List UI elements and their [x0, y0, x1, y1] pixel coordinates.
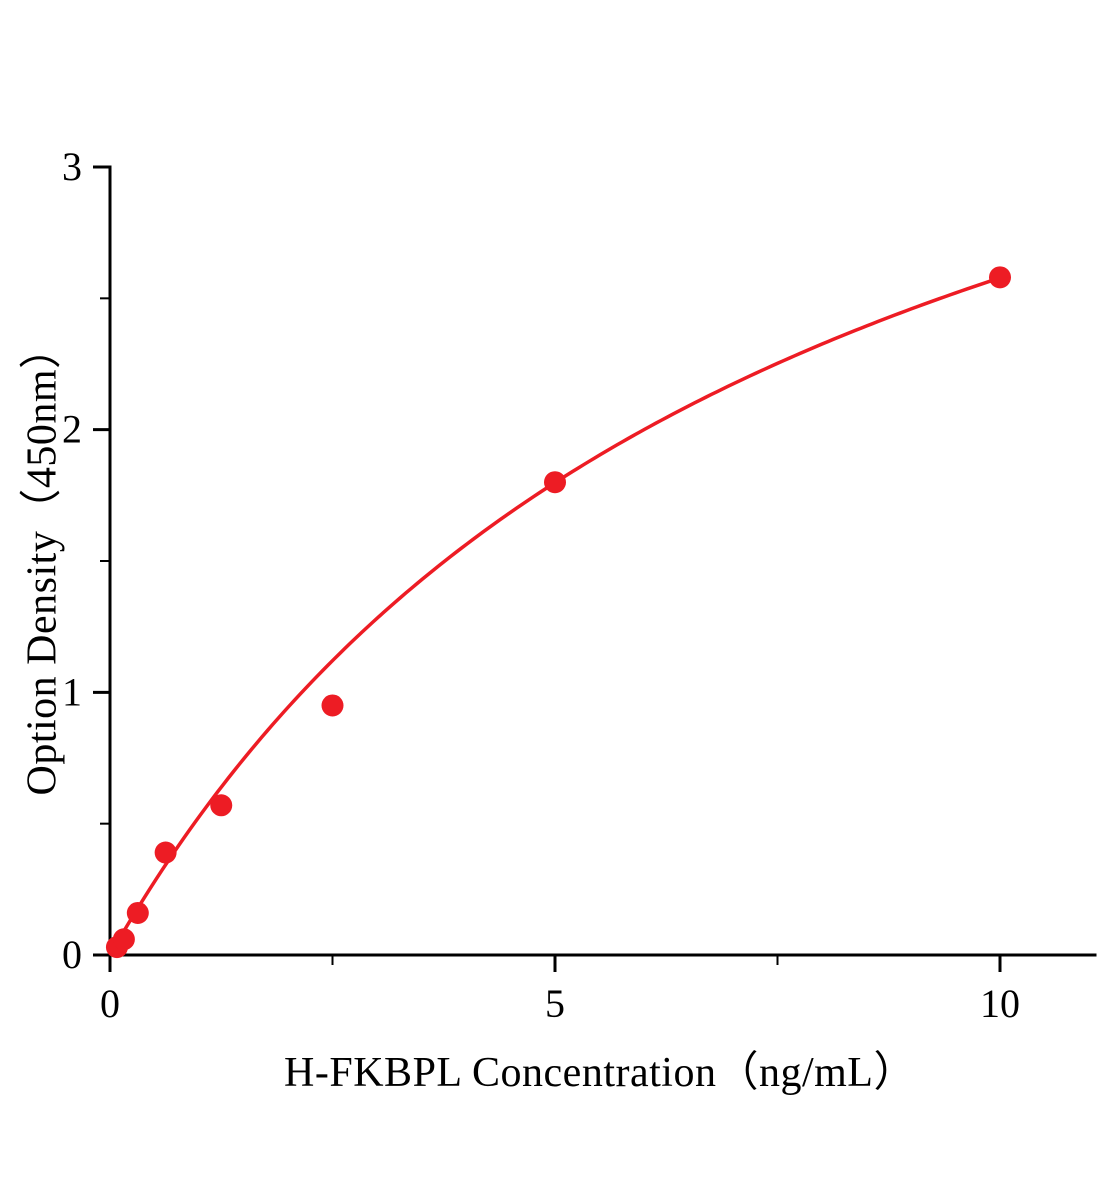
data-point — [210, 794, 233, 817]
y-tick-label: 1 — [62, 669, 82, 714]
data-point — [989, 266, 1011, 289]
x-tick-label: 5 — [545, 981, 565, 1026]
y-tick-label: 3 — [62, 144, 82, 189]
data-point — [112, 928, 135, 951]
x-tick-label: 0 — [100, 981, 120, 1026]
data-point — [154, 841, 177, 864]
y-axis-label: Option Density（450nm） — [19, 326, 66, 796]
y-tick-label: 2 — [62, 407, 82, 452]
x-tick-label: 10 — [980, 981, 1020, 1026]
y-tick-label: 0 — [62, 932, 82, 977]
data-point — [321, 694, 344, 717]
fit-curve — [110, 276, 1002, 954]
data-point — [544, 471, 566, 494]
data-point — [126, 901, 149, 924]
x-axis-label: H-FKBPL Concentration（ng/mL） — [284, 1050, 916, 1096]
